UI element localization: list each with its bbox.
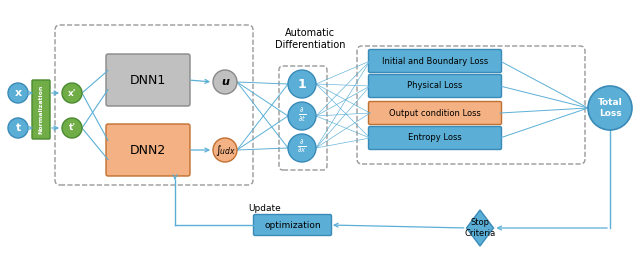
- FancyBboxPatch shape: [369, 74, 502, 98]
- Text: DNN2: DNN2: [130, 144, 166, 156]
- Text: $\frac{\partial}{\partial t}$: $\frac{\partial}{\partial t}$: [298, 106, 306, 124]
- Text: Physical Loss: Physical Loss: [407, 81, 463, 91]
- Text: t': t': [68, 123, 76, 133]
- FancyBboxPatch shape: [369, 126, 502, 150]
- Circle shape: [288, 70, 316, 98]
- Text: x': x': [68, 89, 76, 98]
- Circle shape: [213, 138, 237, 162]
- Text: x: x: [15, 88, 22, 98]
- Circle shape: [62, 83, 82, 103]
- Circle shape: [288, 134, 316, 162]
- FancyBboxPatch shape: [106, 54, 190, 106]
- Text: Initial and Boundary Loss: Initial and Boundary Loss: [382, 57, 488, 66]
- Text: Stop
Criteria: Stop Criteria: [465, 218, 495, 238]
- Text: Normalization: Normalization: [38, 85, 44, 134]
- Text: $\int\!udx$: $\int\!udx$: [214, 143, 236, 157]
- FancyBboxPatch shape: [369, 101, 502, 124]
- Circle shape: [213, 70, 237, 94]
- FancyBboxPatch shape: [369, 49, 502, 72]
- Text: 1: 1: [298, 78, 307, 91]
- Text: DNN1: DNN1: [130, 73, 166, 87]
- Text: Entropy Loss: Entropy Loss: [408, 133, 462, 143]
- Text: t: t: [15, 123, 20, 133]
- Text: $\frac{\partial}{\partial x}$: $\frac{\partial}{\partial x}$: [297, 138, 307, 155]
- Circle shape: [8, 83, 28, 103]
- FancyBboxPatch shape: [32, 80, 50, 139]
- Text: Automatic
Differentiation: Automatic Differentiation: [275, 28, 345, 50]
- Text: u: u: [221, 77, 229, 87]
- Text: Output condition Loss: Output condition Loss: [389, 109, 481, 118]
- Text: Total
Loss: Total Loss: [598, 98, 622, 118]
- Circle shape: [588, 86, 632, 130]
- Circle shape: [8, 118, 28, 138]
- Text: Update: Update: [248, 204, 282, 213]
- Text: optimization: optimization: [264, 220, 321, 229]
- Circle shape: [62, 118, 82, 138]
- Polygon shape: [467, 210, 493, 246]
- Circle shape: [288, 102, 316, 130]
- FancyBboxPatch shape: [106, 124, 190, 176]
- FancyBboxPatch shape: [253, 215, 332, 236]
